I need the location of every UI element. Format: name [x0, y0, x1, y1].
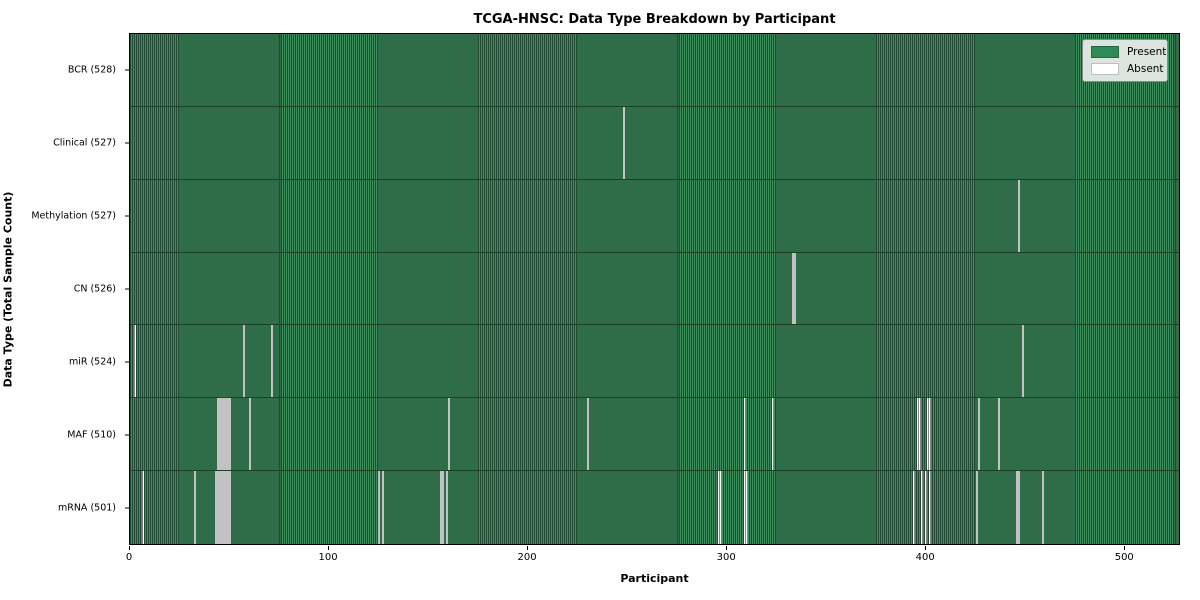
heatmap-row-methylation: [130, 179, 1179, 253]
legend-item-present: Present: [1091, 46, 1166, 58]
x-axis: 0 100 200 300 400 500: [125, 545, 1180, 567]
absent-stripe: [926, 398, 929, 471]
absent-stripe: [912, 471, 915, 544]
absent-stripe: [791, 252, 794, 325]
absent-stripe: [229, 471, 232, 544]
absent-stripe: [1016, 471, 1019, 544]
absent-stripe: [227, 471, 230, 544]
absent-stripe: [928, 471, 931, 544]
absent-stripe: [223, 471, 226, 544]
x-tick-mark: [129, 546, 130, 550]
absent-stripe: [249, 398, 252, 471]
x-tick-mark: [527, 546, 529, 550]
heatmap-row-cn: [130, 252, 1179, 326]
y-tick-label: BCR (528): [67, 64, 116, 76]
y-tick-mark: [125, 288, 129, 290]
absent-stripe: [141, 471, 144, 544]
absent-stripe: [215, 471, 218, 544]
heatmap-row-bcr: [130, 34, 1179, 107]
absent-stripe: [441, 471, 444, 544]
absent-stripe: [1018, 179, 1021, 252]
x-tick-mark: [726, 546, 728, 550]
y-tick-label: Methylation (527): [31, 210, 116, 222]
absent-stripe: [133, 325, 136, 398]
y-tick-mark: [125, 434, 129, 436]
x-tick-label: 500: [1114, 552, 1134, 563]
y-axis: BCR (528) Clinical (527) Methylation (527)…: [0, 33, 129, 545]
absent-stripe: [439, 471, 442, 544]
y-tick-label: MAF (510): [67, 429, 116, 441]
x-tick-label: 0: [125, 552, 133, 563]
absent-stripe: [978, 398, 981, 471]
absent-stripe: [586, 398, 589, 471]
absent-stripe: [227, 398, 230, 471]
y-tick-mark: [125, 142, 129, 144]
x-tick-label: 400: [915, 552, 935, 563]
absent-stripe: [976, 471, 979, 544]
absent-stripe: [217, 471, 220, 544]
absent-stripe: [743, 471, 746, 544]
absent-stripe: [221, 398, 224, 471]
x-tick-mark: [925, 546, 927, 550]
absent-stripe: [718, 471, 721, 544]
absent-stripe: [771, 398, 774, 471]
absent-stripe: [225, 471, 228, 544]
absent-stripe: [920, 471, 923, 544]
absent-stripe: [916, 398, 919, 471]
absent-stripe: [1018, 471, 1021, 544]
absent-stripe: [221, 471, 224, 544]
heatmap-row-clinical: [130, 106, 1179, 180]
absent-stripe: [243, 325, 246, 398]
absent-stripe: [223, 398, 226, 471]
absent-stripe: [229, 398, 232, 471]
x-axis-label: Participant: [620, 572, 689, 585]
y-tick-label: Clinical (527): [53, 137, 116, 149]
x-tick-label: 100: [318, 552, 338, 563]
y-tick-label: miR (524): [68, 356, 116, 368]
y-tick-mark: [125, 215, 129, 217]
absent-stripe: [1041, 471, 1044, 544]
y-tick-label: CN (526): [73, 283, 116, 295]
x-tick-mark: [328, 546, 330, 550]
absent-stripe: [382, 471, 385, 544]
absent-stripe: [378, 471, 381, 544]
absent-stripe: [225, 398, 228, 471]
y-tick-mark: [125, 69, 129, 71]
legend: Present Absent: [1082, 39, 1168, 82]
heatmap-row-mrna: [130, 471, 1179, 544]
x-tick-mark: [1124, 546, 1126, 550]
absent-stripe: [217, 398, 220, 471]
absent-stripe: [793, 252, 796, 325]
heatmap-row-maf: [130, 398, 1179, 472]
legend-item-absent: Absent: [1091, 63, 1164, 75]
absent-stripe: [219, 398, 222, 471]
absent-stripe: [720, 471, 723, 544]
absent-stripe: [271, 325, 274, 398]
absent-stripe: [743, 398, 746, 471]
legend-swatch-icon: [1091, 46, 1119, 58]
legend-label: Present: [1127, 46, 1167, 58]
heatmap-row-mir: [130, 325, 1179, 399]
absent-stripe: [918, 398, 921, 471]
chart-title: TCGA-HNSC: Data Type Breakdown by Partic…: [473, 12, 836, 27]
plot-area: [129, 33, 1180, 545]
y-tick-label: mRNA (501): [57, 502, 116, 514]
absent-stripe: [924, 471, 927, 544]
absent-stripe: [998, 398, 1001, 471]
y-tick-mark: [125, 361, 129, 363]
absent-stripe: [219, 471, 222, 544]
y-tick-mark: [125, 507, 129, 509]
absent-stripe: [193, 471, 196, 544]
x-tick-label: 300: [716, 552, 736, 563]
legend-swatch-icon: [1091, 63, 1119, 75]
absent-stripe: [447, 398, 450, 471]
absent-stripe: [622, 106, 625, 179]
x-tick-label: 200: [517, 552, 537, 563]
absent-stripe: [445, 471, 448, 544]
absent-stripe: [745, 471, 748, 544]
legend-label: Absent: [1127, 63, 1164, 75]
absent-stripe: [928, 398, 931, 471]
absent-stripe: [1022, 325, 1025, 398]
